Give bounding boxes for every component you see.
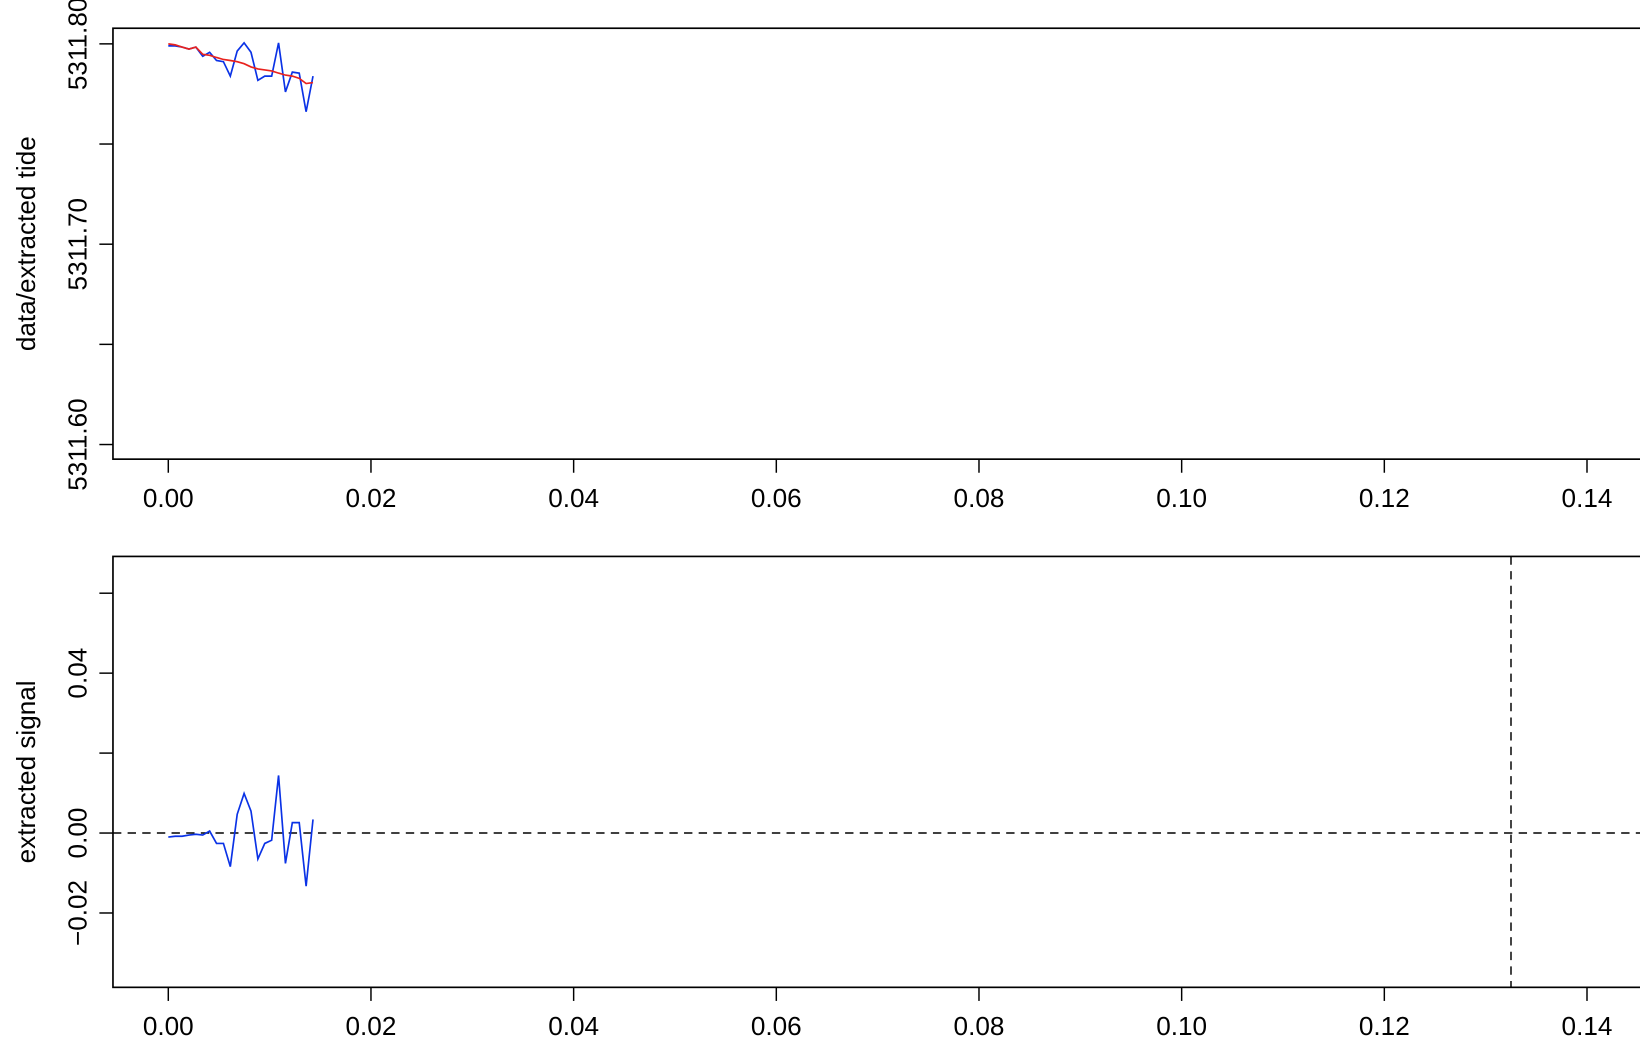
y-axis-title: extracted signal <box>11 680 41 863</box>
x-tick-label: 0.04 <box>548 483 599 513</box>
x-tick-label: 0.00 <box>143 1011 194 1041</box>
x-tick-label: 0.10 <box>1156 483 1207 513</box>
x-tick-label: 0.14 <box>1562 1011 1613 1041</box>
y-tick-label: 5311.60 <box>62 398 92 491</box>
x-tick-label: 0.10 <box>1156 1011 1207 1041</box>
x-tick-label: 0.06 <box>751 483 802 513</box>
data-line <box>168 775 314 887</box>
data-line <box>168 43 314 85</box>
x-tick-label: 0.12 <box>1359 1011 1410 1041</box>
y-axis-title: data/extracted tide <box>11 136 41 351</box>
x-tick-label: 0.00 <box>143 483 194 513</box>
x-tick-label: 0.14 <box>1562 483 1613 513</box>
x-tick-label: 0.12 <box>1359 483 1410 513</box>
plot-frame <box>112 27 1640 460</box>
y-tick-label: 5311.70 <box>62 198 92 291</box>
data-line <box>168 41 314 112</box>
y-tick-label: 0.00 <box>62 808 92 859</box>
x-tick-label: 0.08 <box>954 483 1005 513</box>
y-tick-label: 5311.80 <box>62 0 92 90</box>
x-tick-label: 0.06 <box>751 1011 802 1041</box>
y-tick-label: 0.04 <box>62 648 92 699</box>
x-tick-label: 0.02 <box>346 483 397 513</box>
x-tick-label: 0.08 <box>954 1011 1005 1041</box>
x-tick-label: 0.04 <box>548 1011 599 1041</box>
plot-frame <box>112 555 1640 989</box>
y-tick-label: −0.02 <box>62 880 92 946</box>
x-tick-label: 0.02 <box>346 1011 397 1041</box>
